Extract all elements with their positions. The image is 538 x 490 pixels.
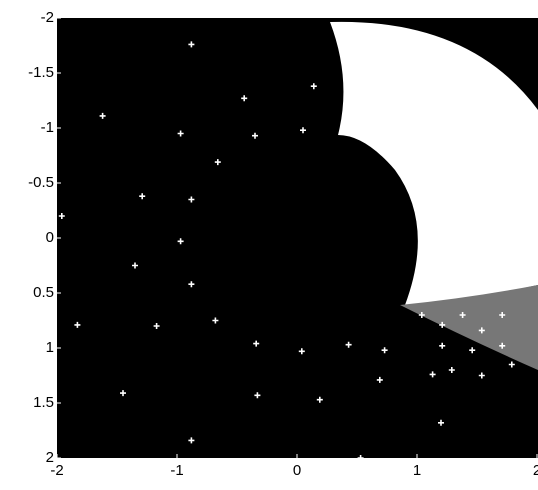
marker: [499, 312, 506, 318]
marker: [188, 196, 195, 203]
marker: [74, 321, 81, 328]
y-tick-label: -2: [41, 9, 54, 26]
marker: [376, 376, 383, 383]
marker: [177, 130, 184, 137]
marker: [300, 127, 306, 134]
y-tick-label: 2: [46, 449, 54, 466]
marker: [508, 361, 515, 368]
marker: [120, 390, 126, 397]
marker: [254, 392, 261, 399]
dither-region: [400, 285, 538, 370]
bright-region: [330, 21, 538, 305]
x-tick-label: 0: [293, 462, 301, 479]
marker: [99, 112, 106, 119]
marker: [469, 347, 476, 354]
marker: [357, 455, 364, 461]
marker: [241, 95, 248, 102]
marker: [253, 340, 260, 347]
marker: [177, 238, 184, 245]
marker: [298, 348, 305, 355]
marker: [132, 262, 138, 269]
marker: [438, 419, 444, 426]
marker: [188, 41, 195, 48]
y-tick-label: 1.5: [33, 394, 54, 411]
marker: [252, 132, 258, 139]
y-tick-label: 0: [46, 229, 54, 246]
y-tick-label: -0.5: [28, 174, 54, 191]
x-tick-label: -1: [170, 462, 183, 479]
marker: [214, 159, 221, 166]
marker: [478, 372, 485, 379]
marker: [188, 281, 195, 288]
marker: [139, 193, 146, 200]
marker: [448, 367, 455, 373]
marker: [429, 371, 436, 378]
marker: [499, 342, 506, 349]
marker: [439, 342, 446, 349]
marker: [188, 437, 195, 444]
y-tick-label: 0.5: [33, 284, 54, 301]
x-tick-label: 1: [413, 462, 421, 479]
marker: [439, 321, 446, 328]
marker: [316, 396, 323, 403]
marker: [381, 347, 388, 354]
y-tick-label: 1: [46, 339, 54, 356]
y-tick-label: -1.5: [28, 64, 54, 81]
x-tick-label: -2: [50, 462, 63, 479]
marker: [345, 341, 352, 348]
marker: [459, 312, 466, 318]
y-tick-label: -1: [41, 119, 54, 136]
marker: [418, 312, 425, 318]
marker: [58, 213, 65, 219]
marker: [212, 317, 219, 324]
marker: [478, 327, 485, 334]
marker: [153, 323, 160, 329]
x-tick-label: 2: [533, 462, 538, 479]
marker: [310, 83, 317, 90]
